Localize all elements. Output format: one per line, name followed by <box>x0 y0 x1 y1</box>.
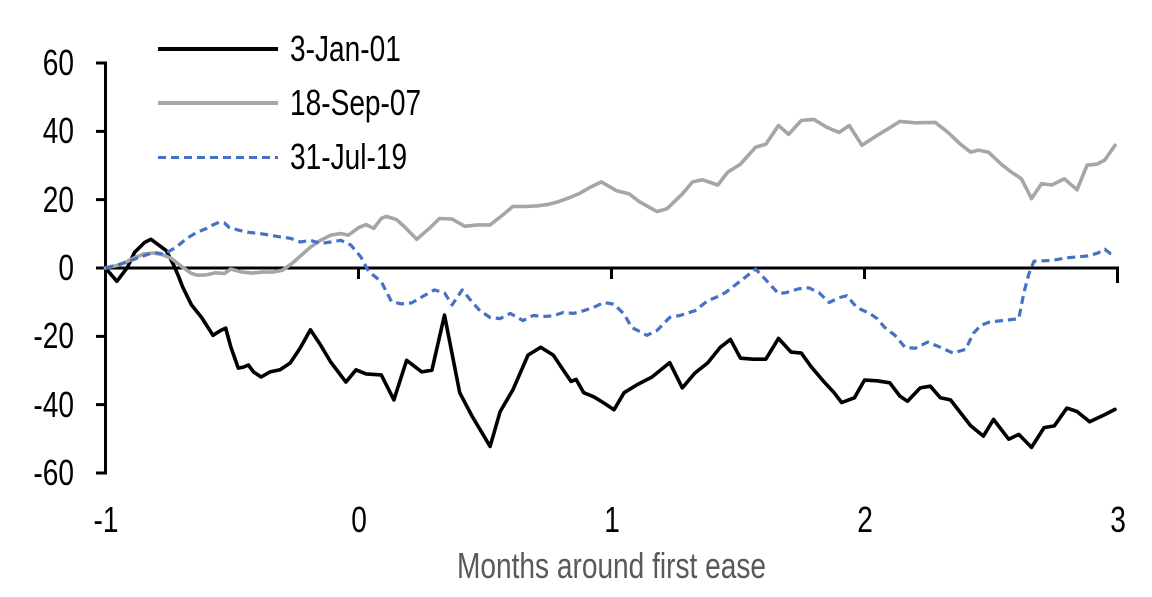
legend-line-swatch <box>158 47 278 51</box>
series-line-31-jul-19 <box>105 220 1116 355</box>
y-tick-label: 20 <box>42 178 74 220</box>
legend-label: 3-Jan-01 <box>290 28 401 69</box>
x-tick-label: 1 <box>603 499 620 540</box>
legend: 3-Jan-01 18-Sep-07 31-Jul-19 <box>158 22 458 184</box>
y-tick-label: 60 <box>42 42 74 83</box>
x-tick-label: 2 <box>856 499 873 540</box>
x-tick-label: -1 <box>93 499 118 540</box>
legend-line-swatch <box>158 155 278 159</box>
x-axis-ticks <box>357 268 1119 283</box>
x-tick-label: 3 <box>1109 499 1126 540</box>
legend-item: 3-Jan-01 <box>158 22 458 76</box>
series-line-18-sep-07 <box>103 117 1117 278</box>
legend-label: 18-Sep-07 <box>290 82 422 123</box>
y-tick-label: 40 <box>42 110 74 152</box>
series-line-3-jan-01 <box>103 237 1117 450</box>
legend-item: 31-Jul-19 <box>158 130 458 184</box>
legend-label: 31-Jul-19 <box>290 136 408 177</box>
y-tick-label: 0 <box>58 247 74 288</box>
legend-line-swatch <box>158 101 278 105</box>
x-tick-label: 0 <box>350 499 367 540</box>
legend-item: 18-Sep-07 <box>158 76 458 130</box>
x-axis-title: Months around first ease <box>456 545 767 586</box>
y-tick-label: -20 <box>33 315 74 357</box>
y-tick-label: -60 <box>33 452 74 493</box>
y-axis-ticks <box>96 61 106 475</box>
y-tick-label: -40 <box>33 383 74 425</box>
